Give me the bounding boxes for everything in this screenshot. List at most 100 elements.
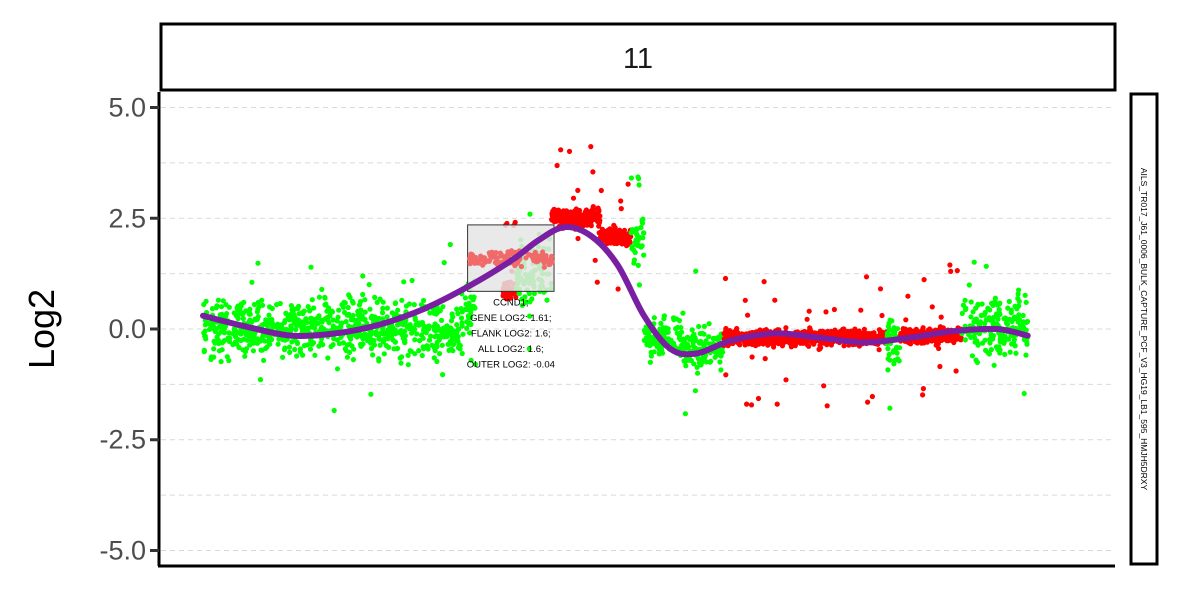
gene-box-point — [533, 251, 539, 257]
data-point — [312, 319, 318, 325]
data-point — [929, 304, 935, 310]
data-point — [450, 314, 456, 320]
gene-box-point — [468, 251, 474, 257]
data-point — [698, 362, 704, 368]
data-point — [319, 286, 325, 292]
data-point — [251, 301, 257, 308]
data-point — [748, 402, 755, 408]
data-point — [755, 337, 761, 343]
gene-box-point — [514, 261, 520, 267]
data-point — [379, 310, 386, 316]
data-point — [570, 217, 576, 223]
data-point — [293, 327, 299, 333]
data-point — [300, 324, 306, 331]
data-point — [266, 312, 272, 318]
data-point — [300, 352, 306, 358]
data-point — [360, 291, 366, 298]
data-point — [346, 323, 352, 329]
data-point — [983, 263, 989, 269]
data-point — [877, 333, 884, 339]
data-point — [596, 215, 602, 221]
data-point — [712, 354, 718, 360]
data-point — [447, 241, 453, 248]
data-point — [885, 346, 891, 352]
data-point — [226, 304, 232, 310]
data-point — [400, 335, 406, 341]
data-point — [274, 325, 281, 331]
data-point — [886, 351, 892, 358]
data-point — [399, 297, 405, 303]
data-point — [360, 273, 366, 279]
data-point — [1015, 291, 1021, 297]
data-point — [966, 331, 972, 337]
data-point — [470, 296, 476, 302]
data-point — [437, 351, 443, 357]
data-point — [995, 345, 1001, 351]
data-point — [216, 324, 223, 330]
data-point — [392, 339, 398, 345]
data-point — [590, 204, 596, 210]
data-point — [401, 279, 407, 285]
data-point — [254, 336, 260, 342]
data-point — [247, 336, 253, 343]
data-point — [395, 307, 401, 313]
data-point — [211, 346, 217, 352]
data-point — [527, 313, 533, 319]
data-point — [980, 340, 986, 346]
data-point — [1013, 350, 1019, 356]
gene-annotation-text: GENE LOG2: 1.61; — [470, 313, 551, 324]
data-point — [616, 236, 622, 242]
data-point — [339, 302, 345, 308]
gene-box-point — [547, 261, 553, 267]
data-point — [348, 336, 354, 342]
data-point — [990, 321, 996, 327]
data-point — [940, 325, 946, 331]
data-point — [226, 330, 233, 336]
data-point — [362, 331, 368, 337]
data-point — [467, 330, 473, 336]
data-point — [287, 349, 293, 355]
data-point — [343, 319, 349, 325]
data-point — [863, 274, 870, 280]
data-point — [358, 307, 364, 313]
data-point — [393, 311, 399, 317]
data-point — [421, 327, 427, 333]
data-point — [362, 309, 368, 315]
data-point — [459, 350, 465, 357]
data-point — [455, 310, 461, 317]
data-point — [824, 403, 830, 409]
gene-box-point — [548, 255, 554, 261]
data-point — [233, 328, 239, 335]
data-point — [405, 362, 411, 368]
data-point — [218, 304, 225, 310]
data-point — [431, 355, 437, 361]
data-point — [992, 298, 998, 304]
data-point — [575, 221, 582, 227]
data-point — [618, 198, 624, 204]
data-point — [823, 309, 829, 315]
data-point — [636, 282, 643, 288]
data-point — [678, 325, 684, 331]
data-point — [212, 340, 218, 346]
data-point — [372, 294, 378, 300]
data-point — [310, 340, 317, 346]
data-point — [661, 313, 668, 319]
data-point — [312, 352, 318, 358]
data-point — [218, 359, 224, 365]
data-point — [437, 308, 443, 314]
data-point — [962, 297, 968, 303]
data-point — [526, 346, 532, 352]
y-tick-label: -5.0 — [99, 535, 146, 565]
data-point — [884, 330, 891, 336]
data-point — [783, 325, 789, 331]
data-point — [221, 325, 227, 332]
data-point — [804, 316, 810, 322]
data-point — [703, 338, 709, 344]
data-point — [596, 208, 602, 214]
data-point — [869, 393, 876, 400]
data-point — [464, 325, 470, 331]
data-point — [770, 340, 776, 347]
data-point — [455, 338, 461, 344]
data-point — [742, 297, 748, 303]
